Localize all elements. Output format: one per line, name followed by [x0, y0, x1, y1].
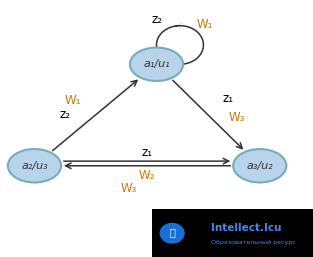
Text: z₂: z₂	[59, 108, 70, 121]
Text: z₁: z₁	[141, 146, 153, 159]
Text: W₃: W₃	[228, 111, 244, 124]
Text: a₂/u₃: a₂/u₃	[21, 161, 48, 171]
Text: W₂: W₂	[139, 169, 155, 182]
Text: W₃: W₃	[120, 182, 136, 195]
Text: W₁: W₁	[197, 18, 213, 31]
FancyArrowPatch shape	[64, 158, 229, 164]
Text: a₁/u₁: a₁/u₁	[143, 59, 170, 69]
Text: a₃/u₂: a₃/u₂	[246, 161, 273, 171]
Text: 👤: 👤	[169, 227, 175, 237]
Ellipse shape	[130, 48, 183, 81]
Text: W₁: W₁	[64, 94, 81, 107]
FancyBboxPatch shape	[152, 209, 313, 257]
Text: Intellect.Icu: Intellect.Icu	[211, 223, 282, 233]
Text: Образовательный ресурс: Образовательный ресурс	[211, 240, 296, 245]
FancyArrowPatch shape	[65, 163, 230, 169]
Ellipse shape	[233, 149, 286, 182]
FancyArrowPatch shape	[53, 80, 137, 151]
Text: z₂: z₂	[151, 13, 162, 26]
Ellipse shape	[8, 149, 61, 182]
Text: z₁: z₁	[223, 92, 234, 105]
Circle shape	[160, 223, 184, 243]
FancyArrowPatch shape	[173, 80, 242, 149]
